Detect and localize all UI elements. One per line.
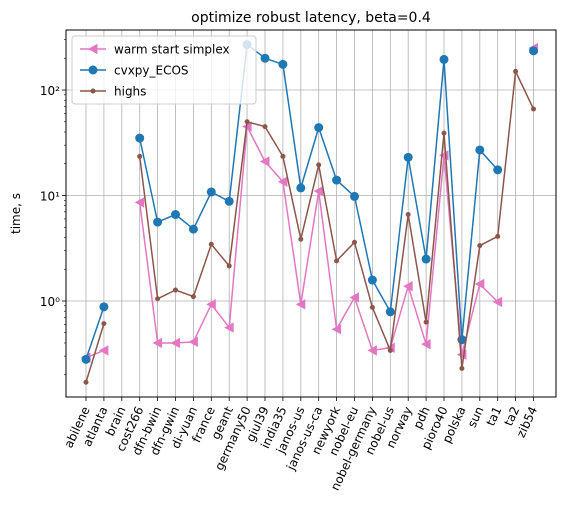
data-point	[493, 165, 503, 175]
data-point	[83, 379, 89, 385]
legend-label: cvxpy_ECOS	[114, 64, 189, 78]
data-point	[226, 263, 232, 269]
data-point	[459, 365, 465, 371]
data-point	[137, 153, 143, 159]
data-point	[81, 354, 91, 364]
data-point	[99, 302, 109, 312]
data-point	[171, 210, 180, 220]
data-point	[134, 197, 145, 208]
legend-swatch-marker	[90, 88, 96, 94]
data-point	[352, 239, 357, 245]
data-point	[314, 123, 324, 133]
data-point	[224, 322, 234, 333]
data-point	[492, 296, 503, 308]
data-point	[475, 145, 485, 155]
data-point	[153, 217, 163, 227]
data-point	[369, 304, 375, 310]
data-point	[421, 338, 431, 350]
data-point	[296, 183, 306, 193]
data-point	[367, 345, 377, 356]
data-point	[385, 307, 395, 317]
data-point	[208, 241, 214, 247]
data-point	[295, 299, 306, 310]
data-point	[529, 46, 538, 56]
data-point	[98, 345, 109, 356]
data-point	[387, 347, 393, 353]
legend-swatch-marker	[88, 43, 98, 55]
series-line	[85, 306, 105, 360]
data-point	[316, 162, 322, 168]
data-point	[421, 254, 431, 264]
data-point	[423, 319, 429, 325]
legend-label: highs	[114, 85, 146, 99]
data-point	[188, 336, 198, 348]
data-point	[170, 337, 180, 349]
data-point	[495, 233, 501, 239]
data-point	[155, 296, 161, 302]
data-point	[278, 59, 288, 69]
plot-frame	[65, 29, 557, 398]
chart-title: optimize robust latency, beta=0.4	[191, 10, 431, 26]
legend-box	[71, 35, 257, 105]
data-point	[244, 119, 250, 125]
data-point	[101, 321, 107, 327]
data-point	[367, 275, 377, 285]
y-axis-label: time, s	[9, 193, 23, 234]
data-point	[277, 176, 288, 187]
data-point	[188, 224, 198, 234]
data-point	[152, 337, 163, 349]
y-tick-label: 10¹	[40, 190, 60, 204]
y-tick-label: 10²	[40, 84, 60, 98]
data-point	[441, 130, 447, 136]
data-point	[206, 299, 216, 310]
data-point	[135, 133, 145, 143]
data-point	[350, 191, 359, 201]
data-point	[405, 212, 411, 218]
series-highs	[83, 68, 536, 385]
data-point	[313, 185, 324, 197]
legend-label: warm start simplex	[114, 43, 230, 57]
data-point	[403, 152, 413, 162]
data-point	[262, 124, 268, 130]
data-point	[403, 281, 413, 292]
y-tick-label: 10⁰	[40, 295, 60, 309]
legend-swatch-marker	[88, 65, 98, 75]
data-point	[477, 243, 483, 249]
data-point	[334, 258, 340, 264]
data-point	[206, 187, 216, 197]
data-point	[331, 324, 342, 335]
data-point	[260, 53, 270, 63]
series-line	[85, 323, 105, 383]
data-point	[531, 106, 536, 112]
data-point	[280, 153, 286, 159]
data-point	[224, 196, 234, 206]
data-point	[190, 294, 196, 300]
data-point	[439, 54, 449, 64]
data-point	[173, 287, 178, 293]
series-warm-start-simplex	[81, 42, 538, 363]
data-point	[474, 278, 485, 290]
data-point	[260, 156, 270, 167]
data-point	[513, 68, 519, 74]
data-point	[349, 292, 359, 303]
data-point	[332, 175, 342, 185]
data-point	[298, 236, 304, 242]
